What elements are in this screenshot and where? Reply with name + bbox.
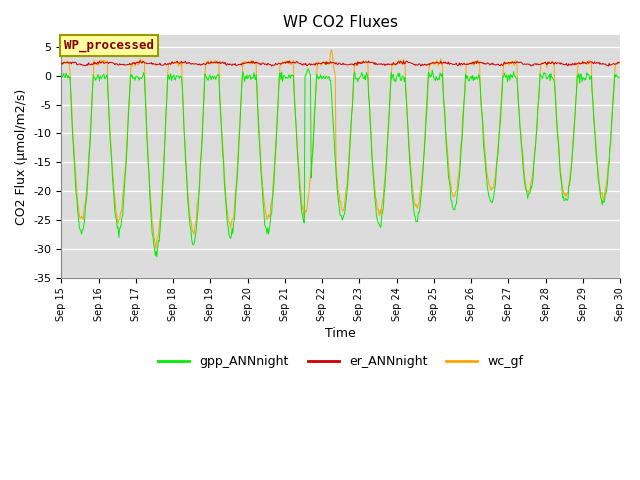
Y-axis label: CO2 Flux (μmol/m2/s): CO2 Flux (μmol/m2/s) bbox=[15, 88, 28, 225]
Title: WP CO2 Fluxes: WP CO2 Fluxes bbox=[284, 15, 398, 30]
X-axis label: Time: Time bbox=[325, 327, 356, 340]
Text: WP_processed: WP_processed bbox=[64, 39, 154, 52]
Legend: gpp_ANNnight, er_ANNnight, wc_gf: gpp_ANNnight, er_ANNnight, wc_gf bbox=[153, 350, 528, 373]
